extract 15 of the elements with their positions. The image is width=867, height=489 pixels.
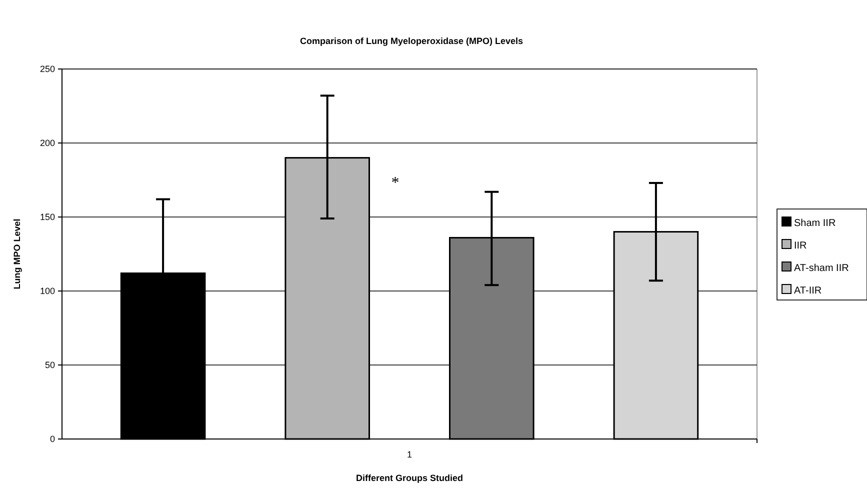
legend-label: Sham IIR <box>794 218 836 229</box>
legend-label: AT-sham IIR <box>794 263 849 274</box>
y-axis-title: Lung MPO Level <box>12 218 22 290</box>
x-axis-title: Different Groups Studied <box>356 473 464 483</box>
legend-label: IIR <box>794 240 807 252</box>
y-tick-label: 250 <box>40 64 55 74</box>
y-tick-label: 0 <box>50 434 55 444</box>
chart-title: Comparison of Lung Myeloperoxidase (MPO) Levels <box>300 36 524 46</box>
annotation: * <box>391 174 400 192</box>
y-tick-label: 50 <box>44 360 55 370</box>
legend-label: AT-IIR <box>794 286 822 296</box>
x-tick-label: 1 <box>406 450 412 460</box>
y-tick-label: 200 <box>40 138 55 148</box>
y-tick-label: 100 <box>40 286 55 296</box>
y-tick-label: 150 <box>40 212 55 222</box>
